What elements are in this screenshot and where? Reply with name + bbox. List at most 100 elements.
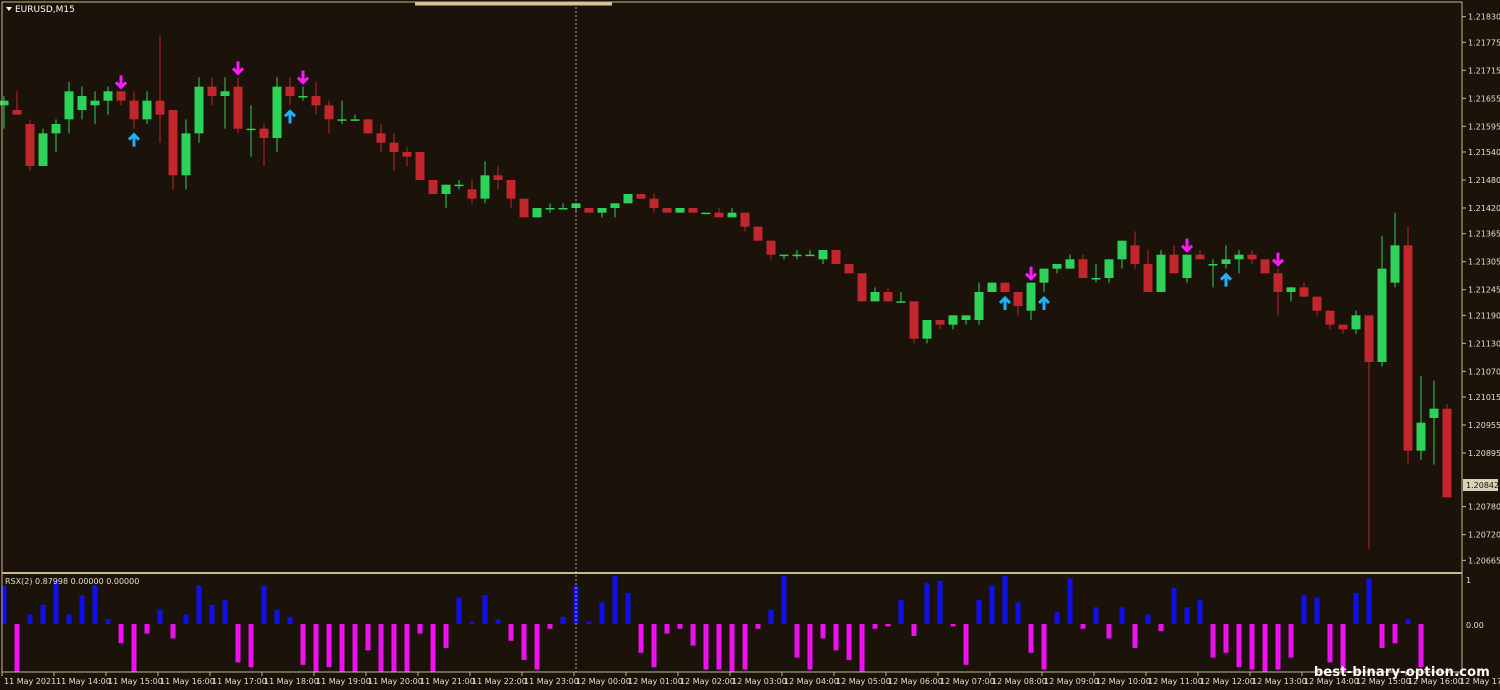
arrow-up-icon: [283, 109, 297, 124]
candle-body: [714, 212, 724, 218]
time-tick-label: 12 May 08:00: [992, 677, 1047, 686]
rsx-bar: [1327, 624, 1333, 663]
rsx-bar: [144, 624, 150, 634]
candle-body: [1000, 282, 1010, 292]
time-tick-label: 12 May 06:00: [888, 677, 943, 686]
rsx-bar: [157, 609, 163, 624]
candle-body: [818, 250, 828, 260]
rsx-bar: [612, 576, 618, 624]
arrow-up-icon: [1037, 295, 1051, 310]
candle-body: [1286, 287, 1296, 292]
rsx-bar: [235, 624, 241, 663]
candle-body: [896, 301, 906, 303]
rsx-bar: [898, 600, 904, 624]
rsx-bar: [1314, 597, 1320, 624]
chevron-down-icon[interactable]: [6, 7, 12, 11]
rsx-bar: [1106, 624, 1112, 639]
rsx-bar: [1275, 624, 1281, 670]
candle-body: [766, 240, 776, 255]
symbol-label[interactable]: EURUSD,M15: [6, 5, 75, 15]
rsx-bar: [1353, 592, 1359, 624]
price-tick-label: 1.20720: [1468, 531, 1500, 540]
current-price-box: [1463, 479, 1498, 491]
candle-body: [831, 250, 841, 264]
candles-layer: [0, 35, 1452, 549]
rsx-bar: [495, 619, 501, 624]
candle-body: [1065, 259, 1075, 269]
rsx-bar: [1392, 624, 1398, 644]
candle-body: [376, 133, 386, 143]
rsx-bar: [703, 624, 709, 670]
rsx-bar: [183, 614, 189, 624]
time-tick-label: 11 May 18:00: [264, 677, 319, 686]
candle-body: [1416, 422, 1426, 451]
candle-body: [467, 189, 477, 199]
candle-body: [51, 124, 61, 134]
arrow-down-icon: [1024, 266, 1038, 281]
rsx-bar: [92, 585, 98, 624]
candle-body: [1052, 264, 1062, 269]
indicator-top-tick: 1: [1466, 576, 1471, 585]
time-tick-label: 12 May 07:00: [940, 677, 995, 686]
candle-body: [1273, 273, 1283, 292]
candle-body: [506, 180, 516, 199]
candle-body: [1130, 245, 1140, 264]
candle-body: [857, 273, 867, 302]
candle-body: [194, 86, 204, 134]
candle-body: [1104, 259, 1114, 278]
time-tick-label: 12 May 05:00: [836, 677, 891, 686]
arrow-down-icon: [1180, 238, 1194, 253]
rsx-bar: [430, 624, 436, 672]
rsx-bar: [248, 624, 254, 668]
price-tick-label: 1.20665: [1468, 556, 1500, 565]
rsx-bar: [820, 624, 826, 639]
price-tick-label: 1.21775: [1468, 38, 1500, 47]
rsx-bar: [521, 624, 527, 660]
candle-body: [493, 175, 503, 180]
current-price-text: 1.20842: [1466, 481, 1499, 490]
candle-body: [220, 91, 230, 96]
rsx-bar: [872, 624, 878, 629]
candle-body: [844, 264, 854, 274]
rsx-bar: [14, 624, 20, 672]
candle-body: [805, 254, 815, 257]
candle-body: [727, 212, 737, 218]
indicator-label: RSX(2) 0.87998 0.00000 0.00000: [5, 577, 139, 586]
candle-body: [116, 91, 126, 101]
arrow-down-icon: [1271, 252, 1285, 267]
candle-body: [103, 91, 113, 101]
rsx-bar: [989, 585, 995, 624]
time-tick-label: 11 May 17:00: [212, 677, 267, 686]
candle-body: [623, 194, 633, 204]
candle-body: [246, 128, 256, 131]
time-tick-label: 12 May 04:00: [784, 677, 839, 686]
candle-body: [740, 212, 750, 227]
candle-body: [688, 208, 698, 213]
candle-body: [779, 254, 789, 257]
rsx-bar: [482, 595, 488, 624]
rsx-bar: [27, 614, 33, 624]
time-tick-label: 12 May 00:00: [576, 677, 631, 686]
rsx-bar: [170, 624, 176, 639]
time-tick-label: 12 May 16:00: [1408, 677, 1463, 686]
price-tick-label: 1.21420: [1468, 204, 1500, 213]
indicator-zero-tick: 0.00: [1466, 621, 1484, 630]
rsx-bar: [222, 600, 228, 624]
candle-body: [597, 208, 607, 213]
time-tick-label: 12 May 03:00: [732, 677, 787, 686]
rsx-bar: [391, 624, 397, 672]
rsx-bar: [859, 624, 865, 672]
rsx-bar: [469, 621, 475, 624]
rsx-bar: [1028, 624, 1034, 653]
time-tick-label: 11 May 16:00: [160, 677, 215, 686]
rsx-bar: [950, 624, 956, 627]
candle-body: [545, 208, 555, 210]
rsx-bar: [1171, 588, 1177, 624]
rsx-bar: [534, 624, 540, 670]
rsx-bar: [1119, 607, 1125, 624]
rsx-bar: [677, 624, 683, 629]
rsx-bar: [599, 602, 605, 624]
time-tick-label: 12 May 14:00: [1304, 677, 1359, 686]
